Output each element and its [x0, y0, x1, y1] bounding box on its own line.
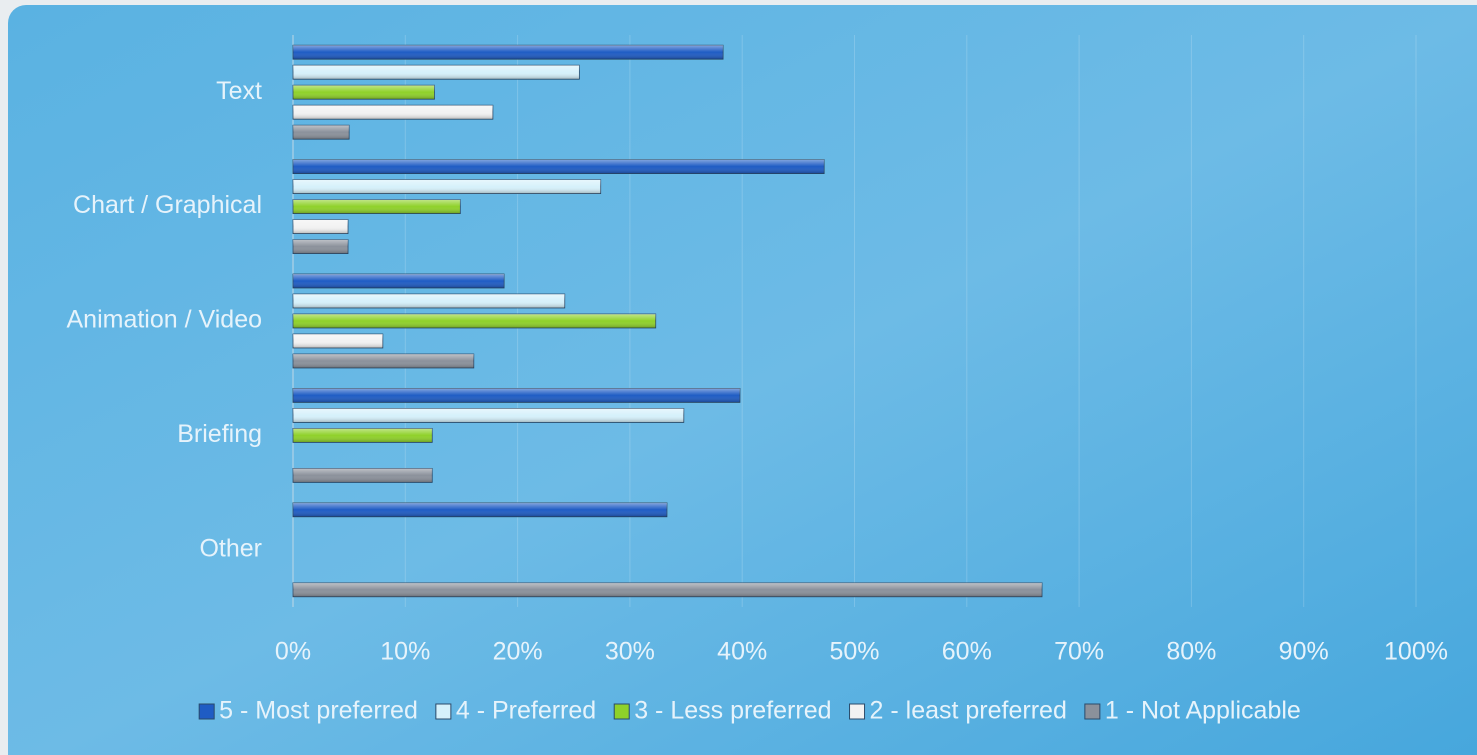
bar-shine — [293, 294, 565, 308]
bar-shine — [293, 582, 1043, 597]
bar-shine — [293, 219, 349, 234]
x-tick-label: 60% — [942, 638, 992, 666]
bar-shine — [293, 239, 349, 254]
x-tick-label: 90% — [1279, 638, 1329, 666]
bar-shine — [293, 65, 580, 80]
bar-shine — [293, 408, 684, 423]
legend-swatch — [613, 703, 630, 720]
legend-label: 4 - Preferred — [456, 697, 596, 725]
bar-shine — [293, 179, 601, 194]
legend-label: 1 - Not Applicable — [1105, 697, 1301, 725]
bar-shine — [293, 105, 493, 120]
x-tick-label: 20% — [493, 638, 543, 666]
x-tick-label: 30% — [605, 638, 655, 666]
legend-swatch — [1084, 703, 1101, 720]
bar-shine — [293, 314, 656, 328]
y-tick-label: Briefing — [177, 420, 262, 448]
y-tick-label: Animation / Video — [67, 306, 263, 334]
bar-shine — [293, 388, 740, 403]
bar-shine — [293, 199, 461, 214]
legend-label: 3 - Less preferred — [634, 697, 831, 725]
bar-shine — [293, 334, 383, 348]
bar-shine — [293, 45, 724, 60]
legend-label: 5 - Most preferred — [219, 697, 418, 725]
x-tick-label: 0% — [275, 638, 311, 666]
x-tick-label: 50% — [829, 638, 879, 666]
bar-shine — [293, 468, 433, 483]
bar-shine — [293, 354, 474, 368]
legend-swatch — [198, 703, 215, 720]
x-tick-label: 100% — [1384, 638, 1448, 666]
x-tick-label: 40% — [717, 638, 767, 666]
bar-shine — [293, 502, 667, 517]
bar-shine — [293, 428, 433, 443]
bar-shine — [293, 125, 350, 140]
x-tick-label: 70% — [1054, 638, 1104, 666]
x-tick-label: 10% — [380, 638, 430, 666]
legend-swatch — [849, 703, 866, 720]
y-tick-label: Chart / Graphical — [73, 191, 262, 219]
y-tick-label: Other — [199, 534, 262, 562]
bar-shine — [293, 159, 825, 174]
x-tick-label: 80% — [1166, 638, 1216, 666]
legend-swatch — [435, 703, 452, 720]
bar-shine — [293, 274, 505, 288]
y-tick-label: Text — [216, 77, 262, 105]
bar-shine — [293, 85, 435, 100]
legend-label: 2 - least preferred — [870, 697, 1067, 725]
